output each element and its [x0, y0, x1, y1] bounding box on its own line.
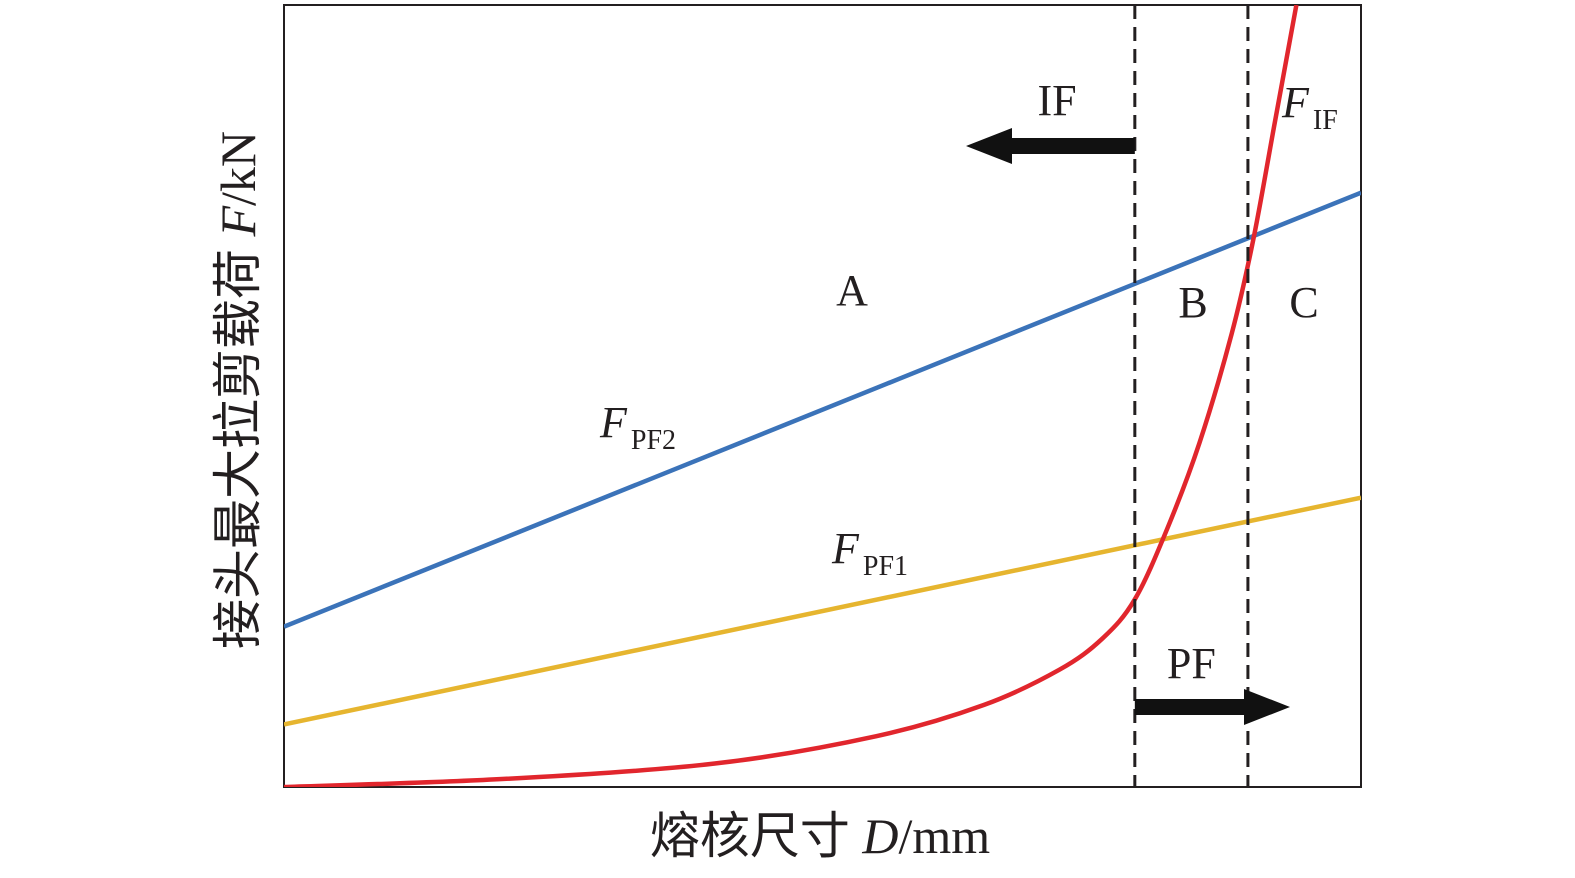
region-label-a: A: [836, 266, 868, 315]
arrow-pf: [1134, 689, 1290, 725]
y-axis-unit: /kN: [210, 131, 266, 206]
series-line-if: [284, 5, 1299, 787]
y-axis-symbol: F: [210, 206, 266, 238]
series-line-pf2: [284, 190, 1361, 629]
x-axis-unit: /mm: [898, 808, 990, 864]
y-axis-label-text: 接头最大拉剪载荷: [210, 237, 266, 650]
plot-frame: [283, 4, 1362, 788]
x-axis-label-text: 熔核尺寸: [650, 808, 863, 864]
series-label-symbol: F: [1281, 78, 1310, 127]
series-line-pf1: [284, 495, 1361, 727]
series-label-subscript: IF: [1313, 105, 1338, 136]
x-axis-label: 熔核尺寸 D/mm: [650, 808, 990, 864]
region-label-c: C: [1289, 278, 1318, 327]
series-label-symbol: F: [599, 398, 628, 447]
arrow-label-if: IF: [1037, 76, 1076, 125]
arrow-label-pf: PF: [1167, 639, 1216, 688]
series-label-pf1: F PF1: [831, 524, 908, 582]
arrow-if: [966, 128, 1135, 164]
region-label-b: B: [1178, 278, 1207, 327]
series-label-if: F IF: [1281, 78, 1338, 136]
x-axis-symbol: D: [861, 808, 898, 864]
series-label-subscript: PF1: [863, 551, 908, 582]
series-label-symbol: F: [831, 524, 860, 573]
series-label-pf2: F PF2: [599, 398, 676, 456]
series-label-subscript: PF2: [631, 425, 676, 456]
y-axis-label: 接头最大拉剪载荷 F/kN: [210, 131, 266, 649]
